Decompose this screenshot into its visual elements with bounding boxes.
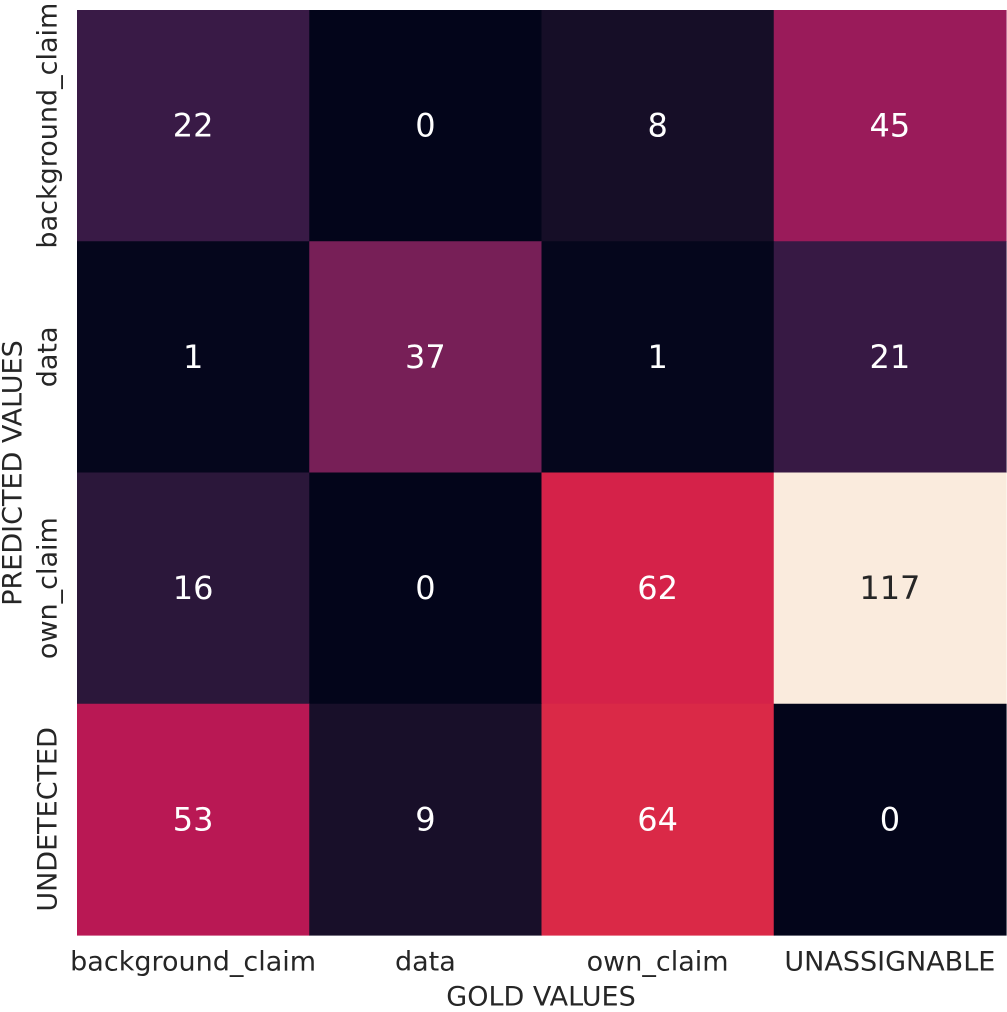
x-tick-label: data bbox=[395, 947, 456, 978]
cell-value-label: 0 bbox=[880, 800, 900, 838]
x-axis-label: GOLD VALUES bbox=[446, 982, 635, 1012]
cell-value-label: 21 bbox=[870, 338, 911, 376]
cell-value-label: 0 bbox=[415, 569, 435, 607]
heatmap-cell bbox=[77, 241, 310, 474]
heatmap-cell bbox=[77, 703, 310, 936]
cell-value-label: 1 bbox=[183, 338, 203, 376]
y-axis-label: PREDICTED VALUES bbox=[0, 340, 29, 606]
y-tick-label: background_claim bbox=[33, 3, 64, 249]
cell-value-label: 53 bbox=[173, 800, 214, 838]
heatmap-cell bbox=[541, 703, 775, 936]
heatmap-cell bbox=[541, 10, 775, 242]
heatmap-cells bbox=[77, 10, 1007, 936]
cell-annotations: 22 0 8 45 1 37 1 21 16 0 62 117 53 9 64 0 bbox=[173, 107, 921, 839]
heatmap-cell bbox=[309, 241, 543, 474]
heatmap-cell bbox=[309, 10, 543, 242]
x-tick-labels: background_claim data own_claim UNASSIGNABL… bbox=[70, 947, 995, 978]
heatmap-cell bbox=[309, 472, 543, 705]
cell-value-label: 37 bbox=[405, 338, 446, 376]
heatmap-cell bbox=[773, 472, 1007, 705]
cell-value-label: 16 bbox=[173, 569, 214, 607]
cell-value-label: 62 bbox=[637, 569, 678, 607]
heatmap-cell bbox=[77, 10, 310, 242]
heatmap-cell bbox=[773, 703, 1007, 936]
cell-value-label: 9 bbox=[415, 800, 435, 838]
y-tick-label: own_claim bbox=[33, 517, 64, 659]
cell-value-label: 45 bbox=[870, 107, 911, 145]
cell-value-label: 64 bbox=[637, 800, 678, 838]
cell-value-label: 1 bbox=[647, 338, 667, 376]
cell-value-label: 0 bbox=[415, 107, 435, 145]
heatmap-cell bbox=[773, 241, 1007, 474]
x-tick-label: background_claim bbox=[70, 947, 316, 978]
cell-value-label: 22 bbox=[173, 107, 214, 145]
heatmap-cell bbox=[773, 10, 1007, 242]
y-tick-label: data bbox=[33, 326, 64, 387]
cell-value-label: 117 bbox=[859, 569, 920, 607]
heatmap-cell bbox=[541, 241, 775, 474]
heatmap-cell bbox=[77, 472, 310, 705]
heatmap-cell bbox=[541, 472, 775, 705]
heatmap-cell bbox=[309, 703, 543, 936]
y-tick-label: UNDETECTED bbox=[33, 727, 64, 912]
x-tick-label: UNASSIGNABLE bbox=[784, 947, 995, 978]
x-tick-label: own_claim bbox=[587, 947, 729, 978]
cell-value-label: 8 bbox=[647, 107, 667, 145]
